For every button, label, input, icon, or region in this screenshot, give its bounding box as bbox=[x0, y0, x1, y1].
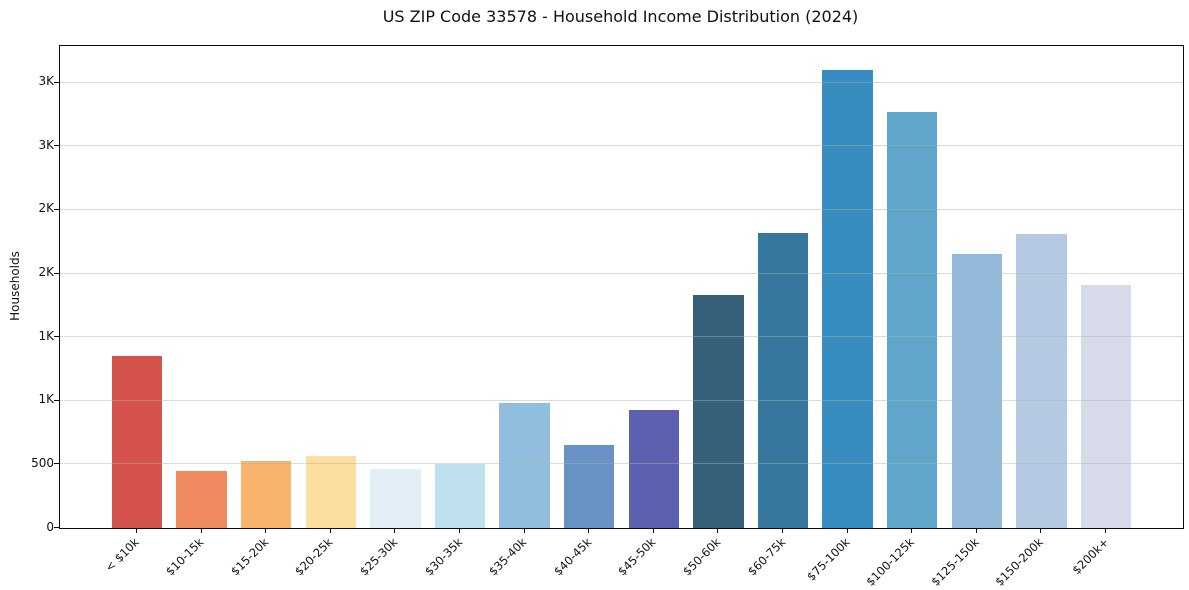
x-tick-label: $50-60k bbox=[679, 535, 724, 579]
x-tick bbox=[1040, 528, 1042, 533]
x-tick bbox=[652, 528, 654, 533]
y-tick bbox=[54, 463, 59, 465]
x-tick bbox=[458, 528, 460, 533]
x-tick-label: $30-35k bbox=[421, 535, 465, 579]
x-tick-label: $25-30k bbox=[356, 535, 401, 579]
x-tick bbox=[975, 528, 977, 533]
gridline-3500 bbox=[60, 81, 1183, 83]
x-tick-label: $35-40k bbox=[486, 535, 530, 579]
x-tick-label: $40-45k bbox=[550, 535, 595, 579]
y-tick bbox=[54, 336, 59, 338]
x-tick-label: $20-25k bbox=[292, 535, 336, 579]
gridline-500 bbox=[60, 463, 1183, 465]
x-tick bbox=[846, 528, 848, 533]
x-tick bbox=[523, 528, 525, 533]
bar-$200k+ bbox=[1080, 284, 1132, 528]
y-tick-label: 2K bbox=[38, 265, 54, 279]
gridline-1000 bbox=[60, 399, 1183, 401]
x-tick-label: $75-100k bbox=[803, 535, 853, 584]
bar-$100-125k bbox=[887, 111, 938, 528]
bar-$50-60k bbox=[693, 295, 744, 528]
x-tick-label: $15-20k bbox=[227, 535, 272, 579]
x-tick bbox=[911, 528, 913, 533]
y-tick-label: 1K bbox=[38, 328, 54, 343]
y-tick bbox=[54, 81, 59, 83]
y-tick-label: 2K bbox=[38, 201, 54, 216]
x-tick-label: $60-75k bbox=[744, 535, 788, 579]
x-tick bbox=[1105, 528, 1107, 533]
y-tick bbox=[54, 399, 59, 401]
bar-$25-30k bbox=[370, 469, 421, 528]
bar-$45-50k bbox=[628, 410, 679, 528]
x-tick-label: $100-125k bbox=[863, 535, 918, 589]
gridline-1500 bbox=[60, 336, 1183, 338]
x-tick bbox=[135, 528, 137, 533]
x-tick bbox=[782, 528, 784, 533]
y-tick bbox=[54, 527, 59, 528]
bar-$125-150k bbox=[951, 254, 1003, 528]
x-tick-label: $125-150k bbox=[928, 535, 982, 589]
y-tick-label: 0 bbox=[46, 519, 54, 534]
gridline-3000 bbox=[60, 145, 1183, 147]
bar-$20-25k bbox=[305, 456, 356, 528]
bar-$150-200k bbox=[1016, 234, 1067, 528]
x-tick-label: $200k+ bbox=[1068, 535, 1111, 578]
y-axis-label: Households bbox=[8, 251, 22, 321]
x-tick-label: < $10k bbox=[102, 535, 142, 575]
gridline-2000 bbox=[60, 272, 1183, 274]
x-tick-label: $45-50k bbox=[615, 535, 659, 579]
chart-title: US ZIP Code 33578 - Household Income Dis… bbox=[382, 7, 859, 26]
x-tick bbox=[265, 528, 267, 533]
plot-area bbox=[59, 45, 1184, 529]
y-tick bbox=[54, 208, 59, 210]
x-tick-label: $150-200k bbox=[992, 535, 1047, 589]
bar-$30-35k bbox=[434, 464, 486, 528]
y-tick bbox=[54, 145, 59, 147]
bar-$10-15k bbox=[176, 471, 227, 528]
bar-< $10k bbox=[111, 356, 163, 528]
bar-$60-75k bbox=[757, 232, 809, 528]
bar-$15-20k bbox=[240, 461, 292, 528]
gridline-2500 bbox=[60, 208, 1183, 210]
x-tick-label: $10-15k bbox=[162, 535, 207, 579]
y-tick-label: 500 bbox=[31, 455, 54, 470]
x-tick bbox=[329, 528, 331, 533]
x-tick bbox=[394, 528, 396, 533]
x-tick bbox=[717, 528, 719, 533]
bar-$40-45k bbox=[563, 445, 615, 528]
x-tick bbox=[200, 528, 202, 533]
bar-$35-40k bbox=[499, 402, 550, 528]
x-tick bbox=[588, 528, 590, 533]
y-tick-label: 1K bbox=[38, 392, 54, 407]
bar-$75-100k bbox=[822, 69, 873, 528]
y-tick-label: 3K bbox=[38, 137, 54, 152]
y-tick bbox=[54, 272, 59, 274]
y-tick-label: 3K bbox=[38, 74, 54, 89]
